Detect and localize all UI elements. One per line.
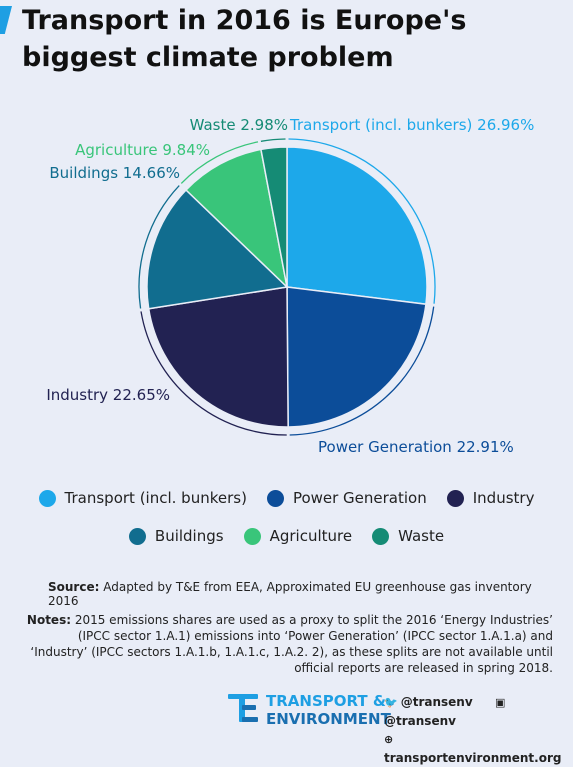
- globe-icon: ⊕: [384, 733, 394, 746]
- pie-slice-transport-incl-bunkers: [286, 146, 428, 306]
- slice-bracket: [289, 306, 435, 436]
- legend-row-1: Transport (incl. bunkers) Power Generati…: [0, 489, 573, 507]
- legend-label: Buildings: [154, 527, 224, 545]
- title-accent: [0, 6, 12, 34]
- te-logo-icon: [228, 694, 258, 722]
- legend-swatch-transport: [38, 489, 56, 507]
- slice-label: Industry 22.65%: [46, 386, 170, 404]
- twitter-icon: 🐦: [384, 696, 398, 709]
- website-link[interactable]: transportenvironment.org: [384, 751, 562, 765]
- pie-slice-agriculture: [184, 148, 289, 290]
- source-note: Source: Adapted by T&E from EEA, Approxi…: [48, 580, 558, 608]
- slice-label: Agriculture 9.84%: [75, 141, 210, 159]
- facebook-icon: ▣: [495, 696, 506, 709]
- pie-slice-industry: [147, 286, 289, 428]
- legend-swatch-agriculture: [243, 527, 261, 545]
- source-label: Source:: [48, 580, 100, 594]
- slice-label: Waste 2.98%: [190, 116, 288, 134]
- legend-label: Transport (incl. bunkers): [64, 489, 247, 507]
- notes: Notes: 2015 emissions shares are used as…: [25, 612, 553, 676]
- pie-slice-waste: [260, 146, 288, 288]
- brand-line-2: ENVIRONMENT: [266, 710, 391, 728]
- footer: TRANSPORT & ENVIRONMENT 🐦 @transenv ▣@tra…: [228, 690, 561, 765]
- legend-item-buildings: Buildings: [128, 527, 224, 545]
- legend-swatch-power-generation: [266, 489, 284, 507]
- slice-bracket: [140, 311, 287, 436]
- pie-chart: Transport (incl. bunkers) 26.96% Power Ge…: [46, 116, 534, 456]
- legend-item-waste: Waste: [372, 527, 444, 545]
- twitter-handle[interactable]: @transenv: [400, 695, 473, 709]
- slice-bracket: [180, 141, 259, 184]
- legend-swatch-industry: [446, 489, 464, 507]
- slice-label: Transport (incl. bunkers) 26.96%: [289, 116, 534, 134]
- slice-bracket: [260, 138, 286, 142]
- slice-bracket: [138, 185, 180, 309]
- notes-label: Notes:: [26, 613, 72, 627]
- legend-label: Power Generation: [292, 489, 427, 507]
- slice-label: Power Generation 22.91%: [318, 438, 514, 456]
- social-links: 🐦 @transenv ▣@transenv ⊕transportenvironm…: [384, 693, 561, 767]
- legend-label: Waste: [398, 527, 445, 545]
- legend-swatch-waste: [372, 527, 390, 545]
- facebook-handle[interactable]: @transenv: [384, 714, 456, 728]
- brand-line-1: TRANSPORT &: [266, 692, 386, 710]
- pie-slice-power-generation: [286, 286, 427, 428]
- legend-swatch-buildings: [128, 527, 146, 545]
- legend-label: Industry: [472, 489, 535, 507]
- notes-text: 2015 emissions shares are used as a prox…: [30, 613, 553, 675]
- legend-item-power-generation: Power Generation: [266, 489, 427, 507]
- brand-name: TRANSPORT & ENVIRONMENT: [266, 692, 391, 728]
- legend-label: Agriculture: [269, 527, 353, 545]
- page-title: Transport in 2016 is Europe's biggest cl…: [22, 5, 467, 73]
- slice-bracket: [288, 138, 436, 304]
- legend-row-2: Buildings Agriculture Waste: [0, 527, 573, 545]
- source-text: Adapted by T&E from EEA, Approximated EU…: [48, 580, 532, 608]
- slice-label: Buildings 14.66%: [49, 164, 180, 182]
- legend-item-agriculture: Agriculture: [243, 527, 353, 545]
- pie-slice-buildings: [146, 188, 289, 310]
- legend-item-industry: Industry: [446, 489, 535, 507]
- legend-item-transport: Transport (incl. bunkers): [38, 489, 247, 507]
